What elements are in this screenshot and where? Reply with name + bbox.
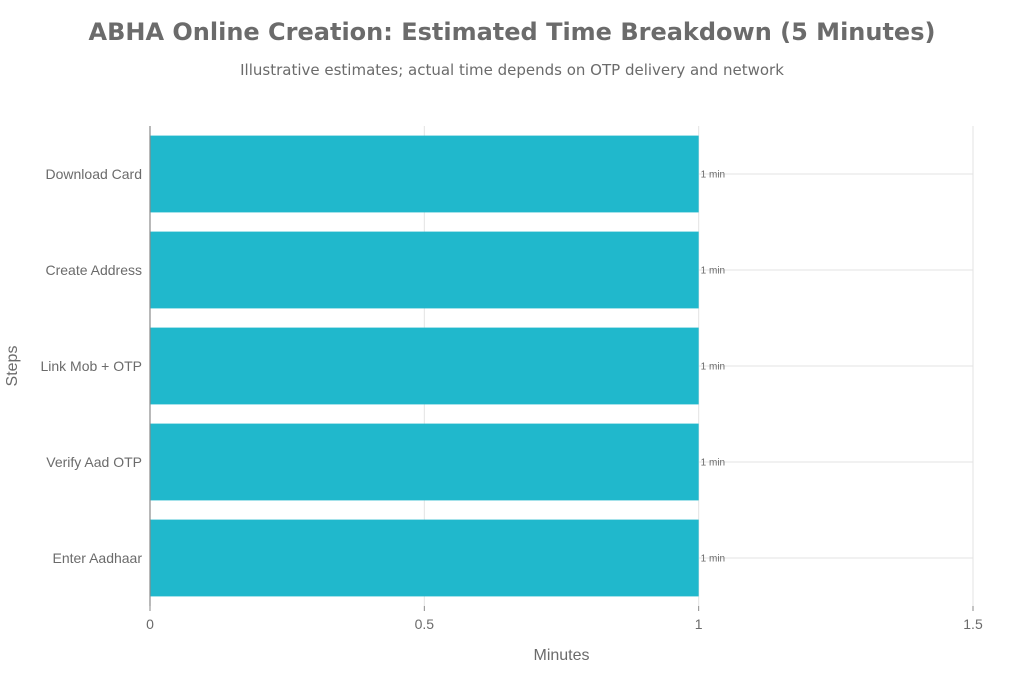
bar: [150, 423, 699, 501]
x-tick-label: 1: [695, 616, 703, 632]
x-axis-title: Minutes: [533, 647, 589, 664]
chart-title: ABHA Online Creation: Estimated Time Bre…: [88, 18, 936, 46]
y-tick-label: Verify Aad OTP: [46, 454, 142, 470]
x-tick-label: 0: [146, 616, 154, 632]
y-axis-title: Steps: [4, 346, 21, 387]
bar: [150, 327, 699, 405]
bar: [150, 231, 699, 309]
x-tick-label: 0.5: [415, 616, 435, 632]
chart-subtitle: Illustrative estimates; actual time depe…: [240, 61, 784, 79]
bar: [150, 135, 699, 213]
label-layer: 0 0.5 1 1.5 1 min Download Card 1 min Create Ad…: [40, 166, 982, 632]
data-label: 1 min: [701, 170, 725, 181]
y-tick-label: Enter Aadhaar: [52, 550, 142, 566]
bar-layer: [150, 135, 699, 597]
axis-layer: [149, 126, 974, 611]
data-label: 1 min: [701, 554, 725, 565]
y-tick-label: Create Address: [46, 262, 143, 278]
y-tick-label: Download Card: [46, 166, 143, 182]
bar: [150, 519, 699, 597]
x-tick-label: 1.5: [963, 616, 983, 632]
y-tick-label: Link Mob + OTP: [40, 358, 142, 374]
data-label: 1 min: [701, 266, 725, 277]
data-label: 1 min: [701, 458, 725, 469]
data-label: 1 min: [701, 362, 725, 373]
